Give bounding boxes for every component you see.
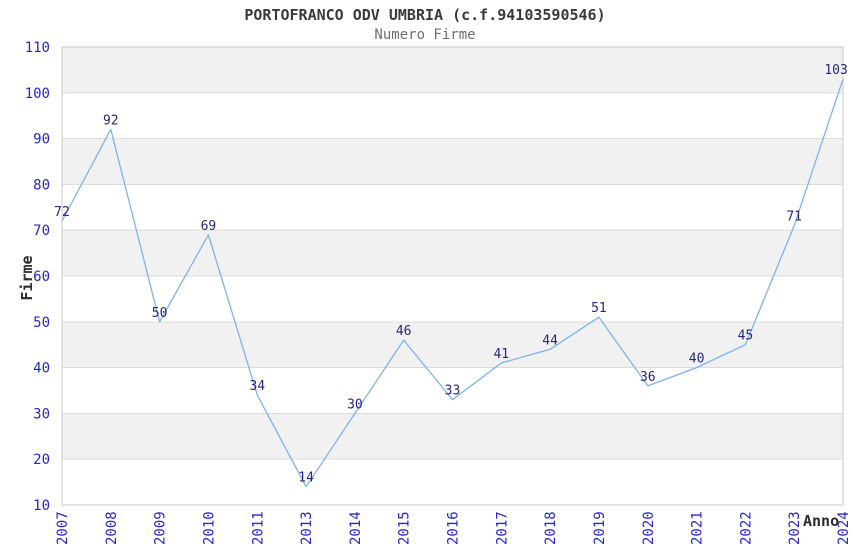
y-tick-label: 50 bbox=[33, 315, 50, 331]
chart-title: PORTOFRANCO ODV UMBRIA (c.f.94103590546) bbox=[244, 6, 606, 24]
point-label: 30 bbox=[347, 397, 363, 412]
x-tick-label: 2023 bbox=[787, 511, 803, 545]
plot-band bbox=[62, 230, 843, 276]
point-label: 46 bbox=[396, 324, 412, 339]
point-label: 69 bbox=[201, 219, 217, 234]
x-tick-label: 2009 bbox=[153, 511, 169, 545]
y-tick-label: 40 bbox=[33, 361, 50, 377]
y-tick-label: 60 bbox=[33, 269, 50, 285]
point-label: 50 bbox=[152, 306, 168, 321]
point-label: 72 bbox=[54, 205, 70, 220]
x-tick-label: 2008 bbox=[104, 511, 120, 545]
y-tick-label: 110 bbox=[25, 40, 50, 56]
x-tick-label: 2011 bbox=[250, 511, 266, 545]
x-tick-label: 2019 bbox=[592, 511, 608, 545]
plot-band bbox=[62, 321, 843, 368]
point-label: 92 bbox=[103, 113, 119, 128]
x-tick-label: 2022 bbox=[738, 511, 754, 545]
point-label: 41 bbox=[493, 347, 509, 362]
series-line bbox=[61, 78, 844, 488]
y-axis-title: Firme bbox=[18, 255, 36, 301]
x-tick-label: 2015 bbox=[397, 511, 413, 545]
point-label: 33 bbox=[445, 384, 461, 399]
point-label: 51 bbox=[591, 301, 607, 316]
point-label: 44 bbox=[542, 333, 558, 348]
x-tick-label: 2014 bbox=[348, 511, 364, 545]
y-tick-label: 90 bbox=[33, 132, 50, 148]
x-tick-label: 2020 bbox=[641, 511, 657, 545]
y-tick-label: 10 bbox=[33, 498, 50, 514]
plot-band bbox=[62, 138, 843, 185]
x-tick-label: 2018 bbox=[543, 511, 559, 545]
chart-subtitle: Numero Firme bbox=[374, 27, 476, 43]
point-label: 103 bbox=[824, 63, 847, 78]
y-tick-label: 20 bbox=[33, 452, 50, 468]
plot-band bbox=[62, 47, 843, 93]
plot-band bbox=[62, 413, 843, 460]
x-tick-label: 2013 bbox=[299, 511, 315, 545]
point-label: 45 bbox=[738, 329, 754, 344]
point-label: 34 bbox=[249, 379, 265, 394]
y-tick-label: 30 bbox=[33, 406, 50, 422]
x-tick-label: 2007 bbox=[55, 511, 71, 545]
x-axis-title: Anno bbox=[803, 512, 840, 530]
point-label: 36 bbox=[640, 370, 656, 385]
point-label: 40 bbox=[689, 352, 705, 367]
x-tick-label: 2016 bbox=[446, 511, 462, 545]
y-tick-label: 80 bbox=[33, 177, 50, 193]
x-tick-label: 2024 bbox=[836, 511, 850, 545]
point-label: 71 bbox=[786, 210, 802, 225]
y-tick-label: 100 bbox=[25, 86, 50, 102]
y-tick-label: 70 bbox=[33, 223, 50, 239]
point-label: 14 bbox=[298, 471, 314, 486]
x-tick-label: 2021 bbox=[690, 511, 706, 545]
plot-border bbox=[61, 46, 844, 506]
x-tick-label: 2017 bbox=[494, 511, 510, 545]
x-tick-label: 2010 bbox=[201, 511, 217, 545]
